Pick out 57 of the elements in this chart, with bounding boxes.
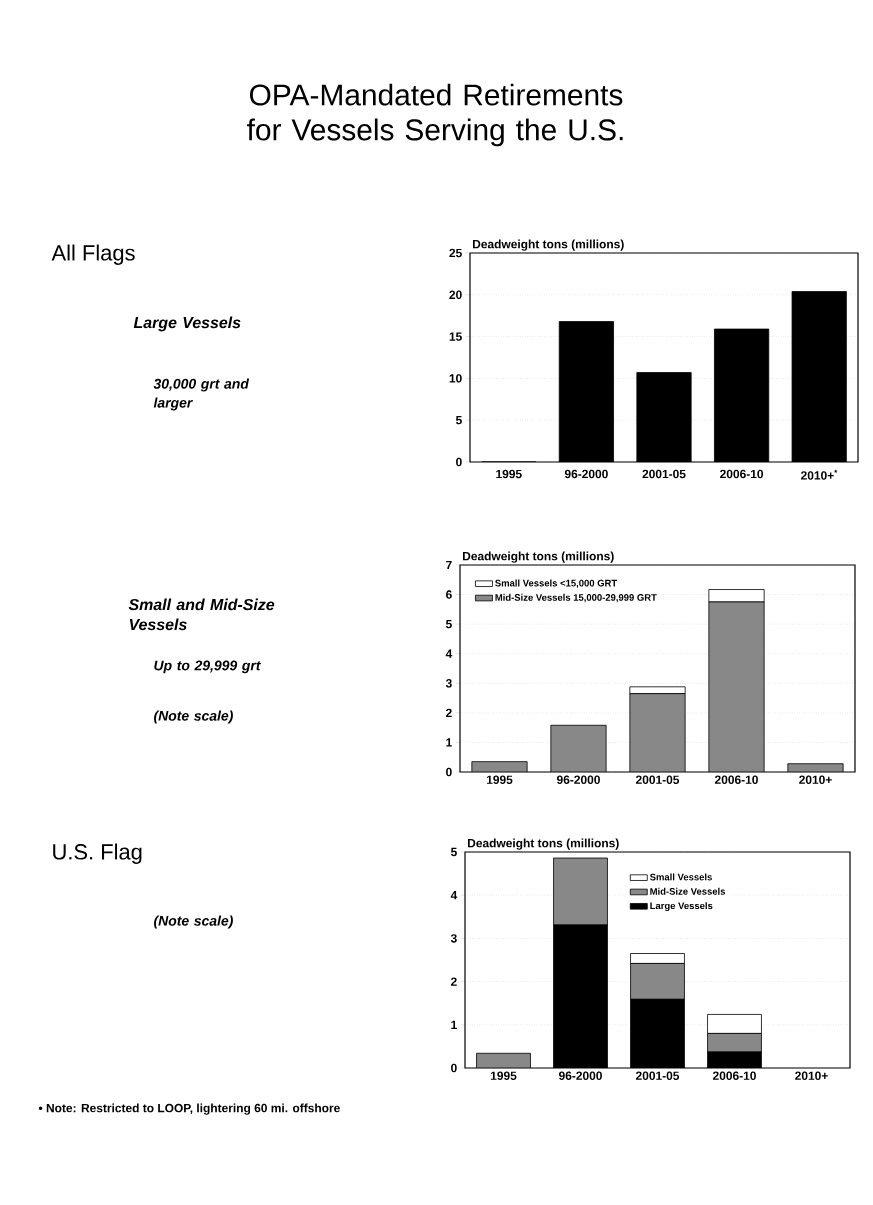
y-tick-label: 1 [451,1020,457,1029]
y-axis-title: Deadweight tons (millions) [462,551,614,563]
bar [630,953,685,964]
text: 30,000 grt and larger [153,378,250,411]
x-tick-label: 2010+ [795,1071,828,1080]
x-tick-label: 96-2000 [564,469,608,479]
x-tick-label: 2001-05 [635,1071,680,1080]
y-tick-label: 2 [446,708,452,718]
y-tick-label: 10 [449,374,462,383]
x-tick-label: 2001-05 [635,775,680,784]
text: U.S. Flag [53,843,142,864]
x-tick-label: 1995 [490,1071,517,1080]
legend-label: Large Vessels [650,902,713,911]
chart-title: OPA-Mandated Retirements for Vessels Serving the U.S. [247,83,623,147]
bar [707,1033,762,1053]
y-tick-label: 15 [449,332,462,341]
x-tick-label: 96-2000 [558,1071,602,1080]
bar [630,963,685,1000]
legend-label: Small Vessels [649,873,712,881]
y-tick-label: 3 [445,679,452,688]
x-tick-label: 2006-10 [714,775,758,784]
y-tick-label: 20 [449,290,462,300]
y-tick-label: 1 [446,738,452,747]
y-axis-title: Deadweight tons (millions) [467,838,619,850]
legend-label: Small Vessels <15,000 GRT [495,579,618,588]
y-tick-label: 0 [446,767,452,777]
text: Up to 29,999 grt [154,660,261,674]
bar [553,857,608,926]
text: All Flags [51,244,135,265]
y-tick-label: 0 [456,457,462,467]
x-tick-label: 2001-05 [642,469,686,479]
y-tick-label: 5 [450,847,457,857]
text: • Note: Restricted to LOOP, lightering 60 mi. offshore [38,1103,340,1115]
x-tick-label: 1995 [496,469,522,479]
y-tick-label: 5 [455,416,462,425]
y-tick-label: 7 [446,560,452,570]
y-tick-label: 2 [451,977,457,986]
text: (Note scale) [154,915,233,929]
legend-label: Mid-Size Vessels [650,887,726,895]
y-tick-label: 3 [450,934,457,943]
x-tick-label: 2006-10 [720,469,764,479]
y-axis-title: Deadweight tons (millions) [472,239,624,251]
text: (Note scale) [154,710,233,724]
x-tick-label: 2010+$^{*}$ [801,469,838,480]
y-tick-label: 6 [446,590,452,599]
y-tick-label: 4 [445,649,453,658]
x-tick-label: 1995 [486,775,513,784]
x-tick-label: 2010+ [799,775,832,784]
y-tick-label: 5 [445,619,452,629]
x-tick-label: 96-2000 [556,775,600,784]
text: Small and Mid-Size Vessels [128,598,275,631]
legend-label: Mid-Size Vessels 15,000-29,999 GRT [495,593,657,603]
y-tick-label: 25 [449,248,462,258]
x-tick-label: 2006-10 [712,1071,756,1080]
y-tick-label: 4 [450,891,458,900]
text: Large Vessels [133,316,241,332]
y-tick-label: 0 [451,1063,457,1073]
